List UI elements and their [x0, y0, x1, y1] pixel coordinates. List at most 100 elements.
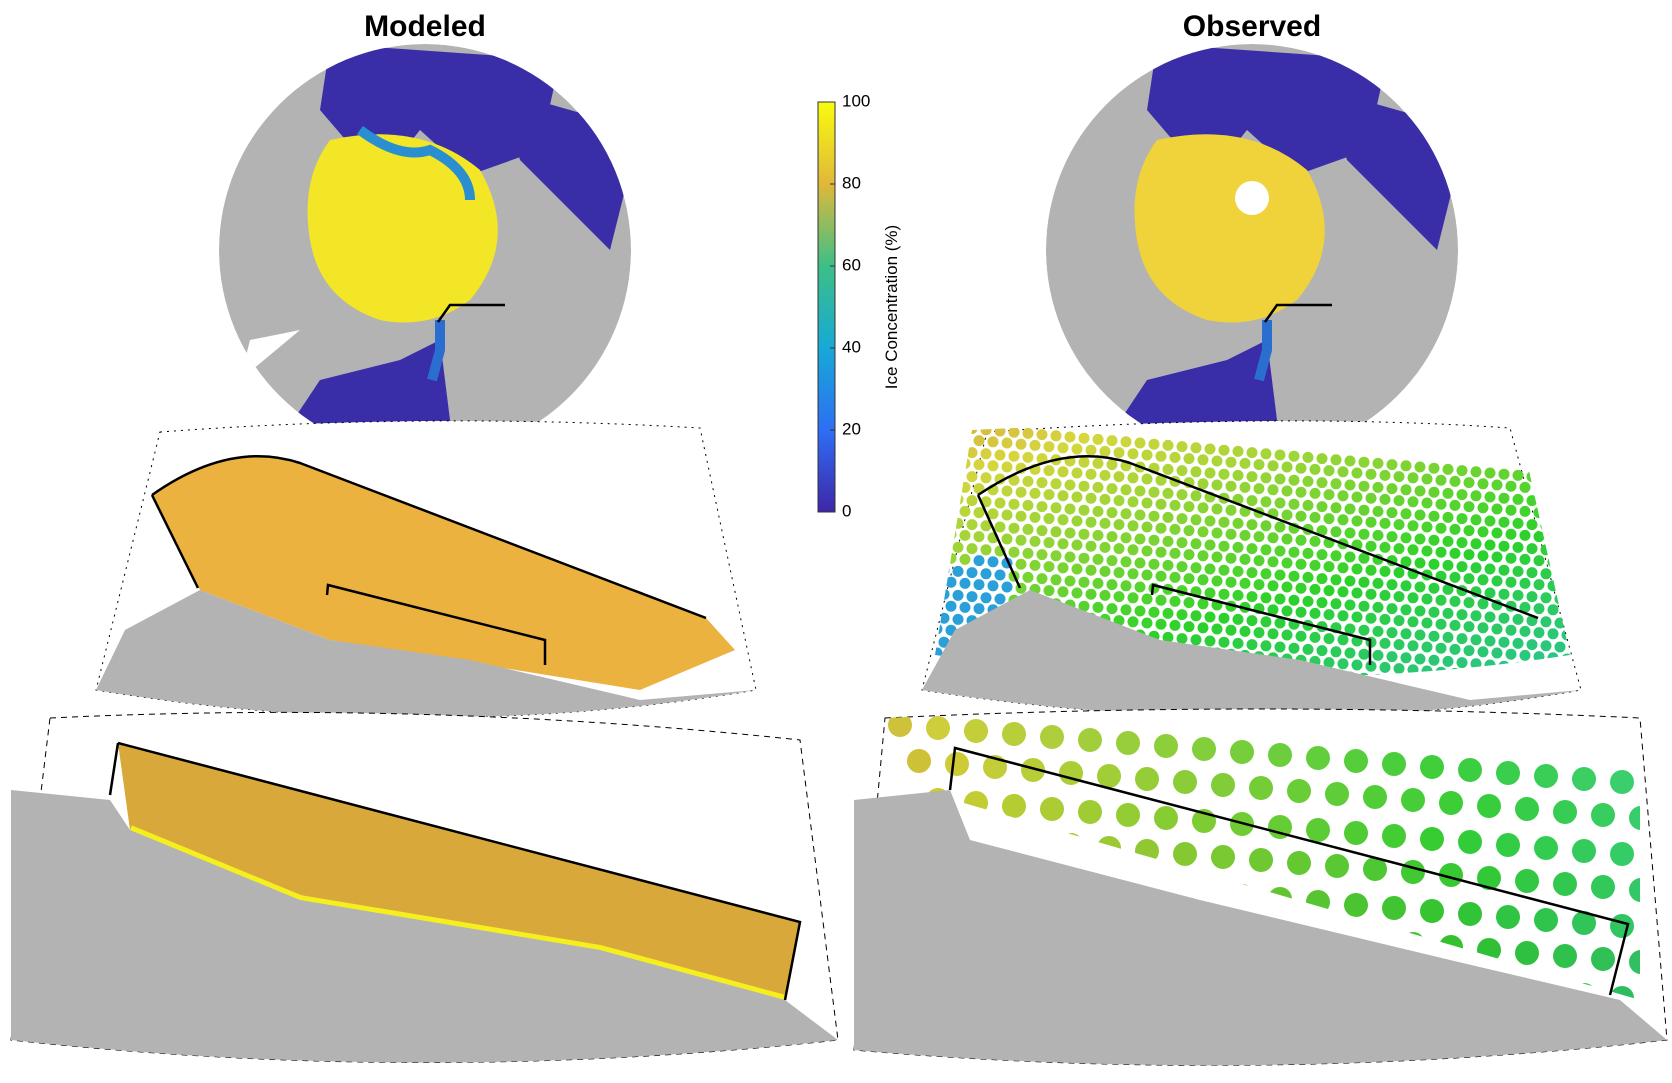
dot [1470, 634, 1482, 646]
dot [1554, 545, 1566, 557]
dot [973, 531, 985, 543]
dot [1302, 499, 1314, 511]
dot [1484, 491, 1496, 503]
dot [1519, 529, 1531, 541]
dot [1358, 504, 1370, 516]
dot [945, 576, 957, 588]
dot [1519, 481, 1531, 493]
dot [1036, 477, 1048, 489]
dot [1629, 806, 1640, 830]
dot [1401, 788, 1425, 812]
dot [1449, 571, 1461, 583]
dot [1484, 515, 1496, 527]
dot [1540, 472, 1552, 484]
dot [1225, 576, 1237, 588]
dot [1379, 613, 1391, 625]
dot [1337, 514, 1349, 526]
dot [1120, 508, 1132, 520]
dot [1225, 504, 1237, 516]
dot [1505, 552, 1517, 564]
dot [1365, 588, 1377, 600]
dot [1162, 559, 1174, 571]
dot [1154, 806, 1178, 830]
dot [1008, 474, 1020, 486]
dot [1173, 770, 1197, 794]
dot [1540, 544, 1552, 556]
dot [1414, 629, 1426, 641]
dot [1533, 507, 1545, 519]
dot [1176, 513, 1188, 525]
dot [1428, 582, 1440, 594]
dot [1169, 571, 1181, 583]
dot [1057, 466, 1069, 478]
dot [1197, 526, 1209, 538]
dot [1246, 495, 1258, 507]
dot [1316, 477, 1328, 489]
dot [1477, 550, 1489, 562]
dot [1456, 465, 1468, 477]
dot [966, 471, 978, 483]
dot [1449, 547, 1461, 559]
dot [1526, 639, 1538, 651]
dot [1029, 511, 1041, 523]
dot [952, 469, 964, 481]
dot [1106, 483, 1118, 495]
dot [1192, 737, 1216, 761]
dot [1576, 703, 1587, 714]
dot [1533, 627, 1545, 639]
dot [1512, 637, 1524, 649]
dot [1442, 655, 1454, 667]
dot [1071, 515, 1083, 527]
dot [1148, 438, 1160, 450]
dot [1351, 515, 1363, 527]
dot [1288, 546, 1300, 558]
dot [1491, 527, 1503, 539]
dot [980, 520, 992, 532]
colorbar-tick-label: 60 [842, 255, 861, 274]
dot [952, 541, 964, 553]
dot [1325, 782, 1349, 806]
dot [1344, 599, 1356, 611]
dot [1526, 519, 1538, 531]
dot [1372, 601, 1384, 613]
dot [935, 443, 936, 455]
dot [1449, 595, 1461, 607]
dot [1442, 607, 1454, 619]
dot [1001, 581, 1013, 593]
dot [1583, 668, 1594, 679]
dot [1379, 517, 1391, 529]
dot [1287, 851, 1311, 875]
dot [1099, 589, 1111, 601]
dot [1274, 641, 1286, 653]
dot [1127, 592, 1139, 604]
dot [1420, 827, 1444, 851]
dot [959, 433, 971, 445]
dot [1232, 517, 1244, 529]
dot [1477, 502, 1489, 514]
dot [1414, 485, 1426, 497]
dot [1155, 618, 1167, 630]
dot [1316, 549, 1328, 561]
dot [1211, 527, 1223, 539]
dot [1169, 619, 1181, 631]
dot [1583, 500, 1594, 511]
dot [1484, 587, 1496, 599]
dot [1225, 528, 1237, 540]
dot [1302, 595, 1314, 607]
dot [1512, 469, 1524, 481]
dot [1085, 492, 1097, 504]
dot [1211, 845, 1235, 869]
dot [1358, 552, 1370, 564]
dot [1113, 495, 1125, 507]
dot [1428, 510, 1440, 522]
dot [1414, 461, 1426, 473]
dot [1120, 532, 1132, 544]
dot [1407, 496, 1419, 508]
dot [1505, 480, 1517, 492]
dot [1295, 630, 1307, 642]
dot [1505, 528, 1517, 540]
dot [1400, 604, 1412, 616]
dot [1512, 517, 1524, 529]
